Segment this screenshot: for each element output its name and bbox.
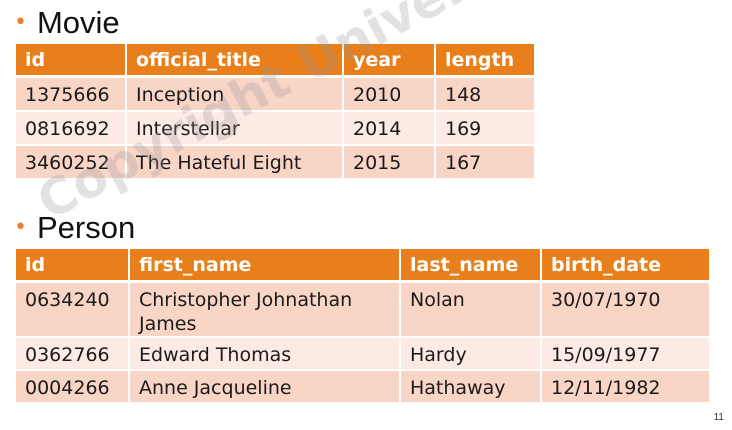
cell-official-title: Interstellar (126, 111, 344, 146)
cell-birth-date: 12/11/1982 (541, 370, 709, 404)
bullet-icon: • (14, 214, 27, 240)
cell-first-name: Christopher Johnathan James (129, 281, 401, 338)
person-heading: • Person (14, 212, 135, 243)
cell-official-title: Inception (126, 76, 344, 112)
cell-first-name: Anne Jacqueline (129, 370, 401, 404)
table-header-row: id first_name last_name birth_date (16, 249, 709, 283)
column-header-first-name: first_name (129, 249, 401, 283)
column-header-official-title: official_title (126, 44, 344, 78)
cell-official-title: The Hateful Eight (126, 145, 344, 180)
cell-birth-date: 30/07/1970 (541, 281, 709, 338)
column-header-id: id (16, 249, 130, 283)
cell-id: 3460252 (16, 145, 127, 180)
table-row: 0816692 Interstellar 2014 169 (16, 111, 534, 146)
movie-table: id official_title year length 1375666 In… (16, 44, 534, 180)
movie-heading-text: Movie (36, 5, 120, 40)
cell-last-name: Hardy (400, 337, 542, 371)
cell-year: 2010 (343, 76, 436, 112)
table-row: 0004266 Anne Jacqueline Hathaway 12/11/1… (16, 370, 709, 404)
cell-id: 0816692 (16, 111, 127, 146)
cell-length: 169 (435, 111, 534, 146)
table-row: 1375666 Inception 2010 148 (16, 76, 534, 112)
column-header-last-name: last_name (400, 249, 542, 283)
cell-year: 2015 (343, 145, 436, 180)
column-header-length: length (435, 44, 534, 78)
column-header-birth-date: birth_date (541, 249, 709, 283)
cell-last-name: Hathaway (400, 370, 542, 404)
table-row: 0362766 Edward Thomas Hardy 15/09/1977 (16, 337, 709, 371)
cell-length: 167 (435, 145, 534, 180)
cell-birth-date: 15/09/1977 (541, 337, 709, 371)
cell-id: 0362766 (16, 337, 130, 371)
cell-id: 1375666 (16, 76, 127, 112)
table-header-row: id official_title year length (16, 44, 534, 78)
table-row: 3460252 The Hateful Eight 2015 167 (16, 145, 534, 180)
movie-heading: • Movie (14, 7, 120, 38)
table-row: 0634240 Christopher Johnathan James Nola… (16, 281, 709, 338)
cell-year: 2014 (343, 111, 436, 146)
cell-id: 0004266 (16, 370, 130, 404)
column-header-id: id (16, 44, 127, 78)
cell-length: 148 (435, 76, 534, 112)
person-heading-text: Person (36, 210, 136, 245)
column-header-year: year (343, 44, 436, 78)
bullet-icon: • (14, 9, 27, 35)
page-number: 11 (713, 412, 724, 423)
cell-last-name: Nolan (400, 281, 542, 338)
cell-first-name: Edward Thomas (129, 337, 401, 371)
person-table: id first_name last_name birth_date 06342… (16, 249, 709, 404)
cell-id: 0634240 (16, 281, 130, 338)
